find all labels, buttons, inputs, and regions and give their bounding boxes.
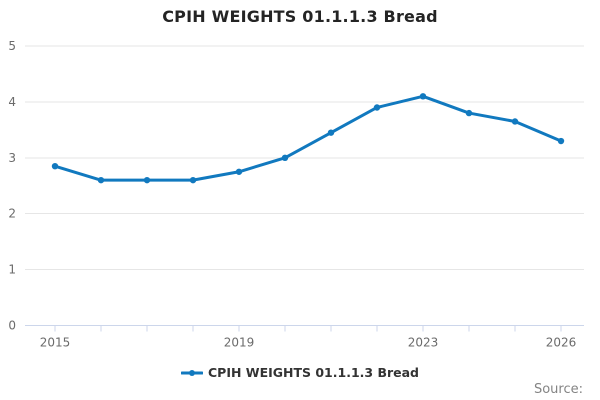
svg-text:0: 0 bbox=[8, 319, 16, 333]
svg-text:4: 4 bbox=[8, 95, 16, 109]
legend: CPIH WEIGHTS 01.1.1.3 Bread bbox=[0, 365, 600, 380]
legend-label: CPIH WEIGHTS 01.1.1.3 Bread bbox=[207, 365, 420, 380]
svg-text:2: 2 bbox=[8, 207, 16, 221]
plot-area: 0 1 2 3 4 5 2015 2019 2023 2026 bbox=[8, 39, 584, 350]
svg-text:2023: 2023 bbox=[408, 336, 439, 350]
series-line-marker-icon bbox=[180, 369, 203, 376]
svg-text:5: 5 bbox=[8, 39, 16, 53]
chart-title: CPIH WEIGHTS 01.1.1.3 Bread bbox=[162, 7, 438, 26]
svg-text:3: 3 bbox=[8, 151, 16, 165]
svg-text:1: 1 bbox=[8, 263, 16, 277]
svg-text:2015: 2015 bbox=[40, 336, 71, 350]
source-label: Source: bbox=[533, 382, 583, 397]
svg-text:2019: 2019 bbox=[224, 336, 255, 350]
legend-item-bread[interactable]: CPIH WEIGHTS 01.1.1.3 Bread bbox=[180, 365, 420, 380]
svg-text:2026: 2026 bbox=[546, 336, 577, 350]
